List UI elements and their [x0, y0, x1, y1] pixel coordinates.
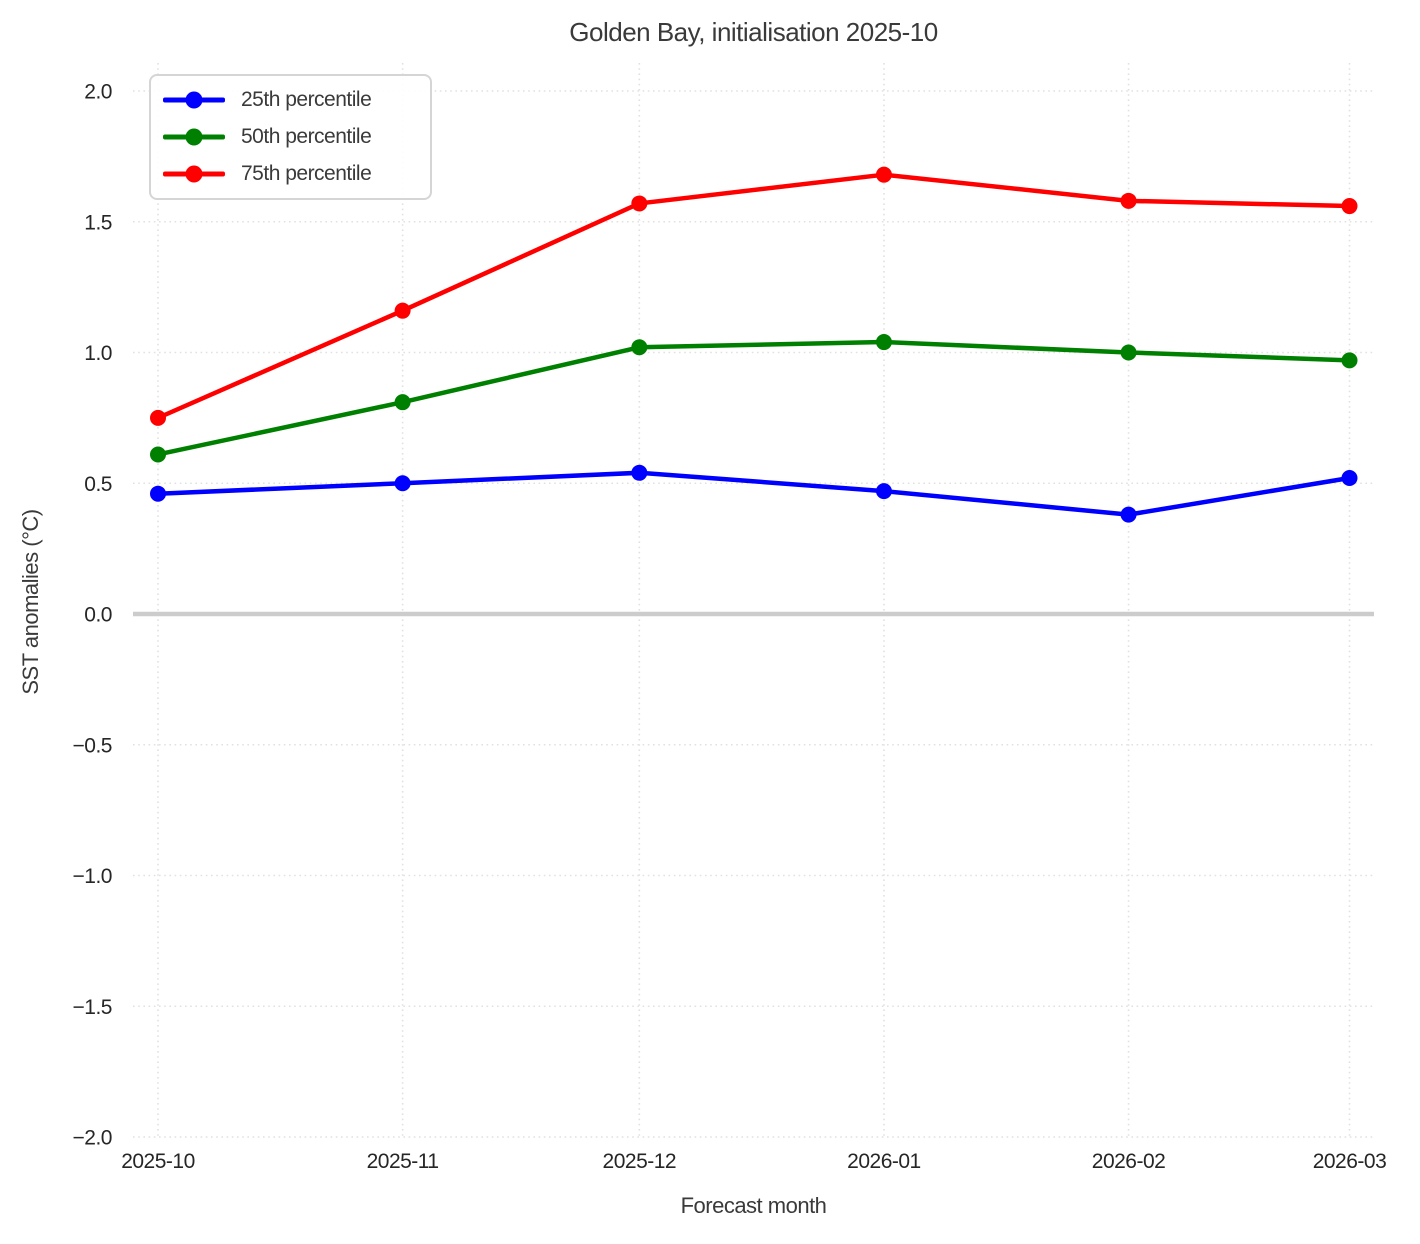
y-tick-label: −1.5 [73, 996, 112, 1019]
x-tick-label: 2026-01 [847, 1150, 921, 1173]
legend-label: 75th percentile [241, 161, 372, 185]
marker-75th-percentile [1120, 192, 1137, 209]
marker-25th-percentile [875, 483, 892, 500]
marker-25th-percentile [394, 475, 411, 492]
marker-75th-percentile [875, 166, 892, 183]
marker-75th-percentile [1341, 198, 1358, 215]
legend-label: 50th percentile [241, 125, 372, 148]
y-tick-label: −2.0 [73, 1127, 112, 1150]
y-axis-title: SST anomalies (°C) [18, 509, 43, 695]
line-marker-icon [163, 128, 225, 146]
chart-title: Golden Bay, initialisation 2025-10 [569, 17, 938, 47]
marker-25th-percentile [631, 464, 648, 481]
x-tick-label: 2025-11 [367, 1150, 439, 1173]
y-tick-label: 0.5 [84, 473, 112, 496]
y-tick-label: −0.5 [73, 734, 112, 757]
y-tick-label: 1.0 [84, 342, 112, 365]
y-tick-label: 2.0 [84, 81, 112, 104]
legend-item-50th-percentile: 50th percentile [163, 119, 420, 156]
marker-50th-percentile [631, 339, 648, 356]
legend-label: 25th percentile [241, 88, 372, 112]
y-tick-label: 1.5 [84, 211, 112, 234]
y-tick-label: −1.0 [73, 865, 112, 888]
x-tick-label: 2026-02 [1092, 1150, 1166, 1173]
legend-item-25th-percentile: 25th percentile [163, 82, 420, 119]
marker-75th-percentile [631, 195, 648, 212]
marker-50th-percentile [1341, 352, 1358, 369]
marker-25th-percentile [1341, 470, 1358, 487]
series-line-50th-percentile [155, 339, 1352, 457]
marker-50th-percentile [150, 446, 166, 463]
y-tick-label: 0.0 [84, 604, 112, 627]
line-marker-icon [163, 91, 225, 109]
marker-50th-percentile [1120, 344, 1137, 361]
line-marker-icon [163, 165, 225, 183]
marker-50th-percentile [394, 394, 411, 411]
marker-25th-percentile [1120, 506, 1137, 523]
marker-75th-percentile [150, 409, 166, 426]
legend-item-75th-percentile: 75th percentile [163, 155, 420, 192]
x-axis-title: Forecast month [680, 1193, 827, 1218]
series-line-25th-percentile [155, 470, 1352, 517]
marker-50th-percentile [875, 334, 892, 351]
x-tick-label: 2025-10 [121, 1150, 195, 1173]
marker-25th-percentile [150, 485, 166, 502]
legend-box: 25th percentile 50th percentile 75th per… [149, 74, 432, 200]
x-tick-label: 2025-12 [603, 1150, 677, 1173]
marker-75th-percentile [394, 302, 411, 319]
x-tick-label: 2026-03 [1313, 1150, 1387, 1173]
series-line-75th-percentile [155, 172, 1352, 421]
